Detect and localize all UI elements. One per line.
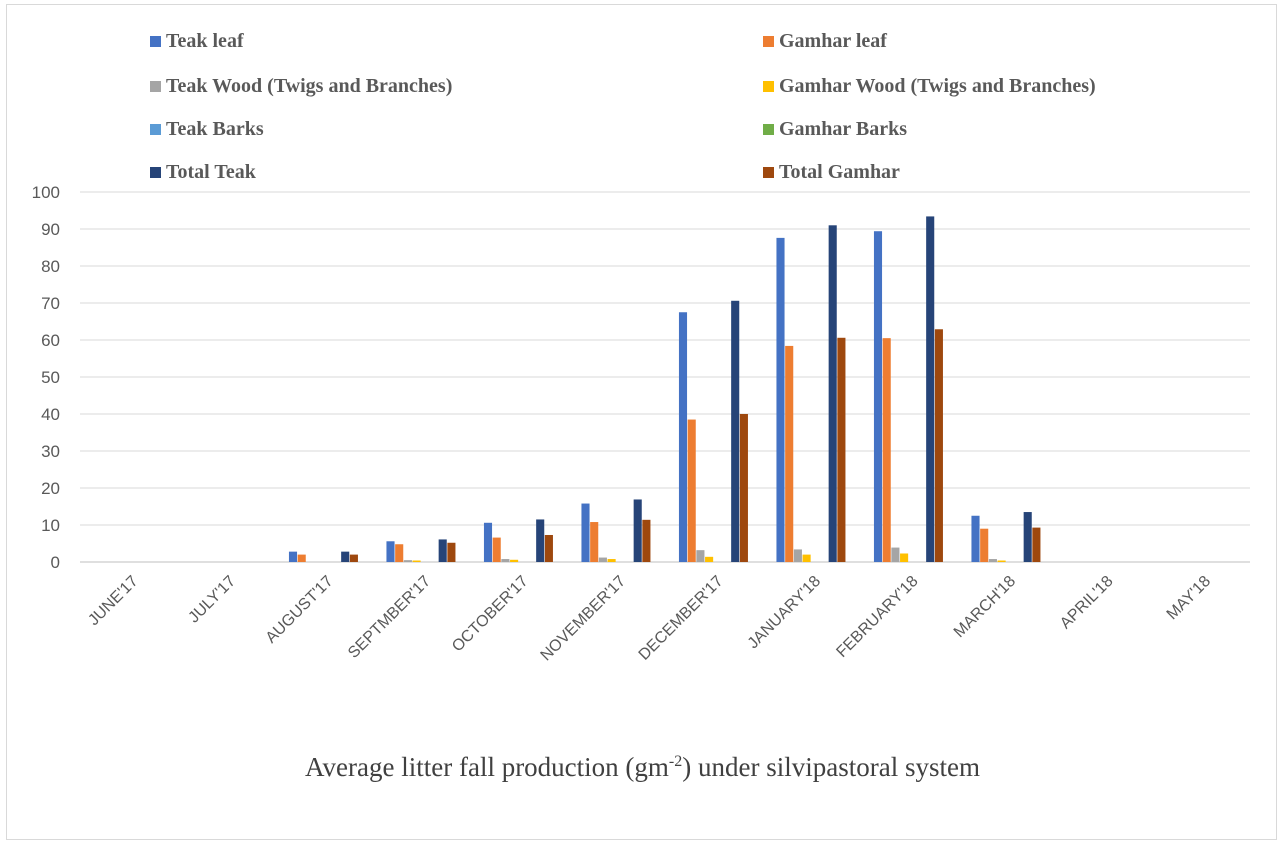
bar [544, 534, 553, 562]
x-tick-label: AUGUST'17 [263, 573, 337, 647]
bar [501, 559, 510, 562]
x-tick-label: JANUARY'18 [745, 573, 824, 652]
bar [483, 522, 493, 562]
bar [739, 414, 748, 562]
legend-swatch [150, 167, 161, 178]
bar [642, 519, 651, 562]
y-tick-label: 100 [32, 183, 60, 202]
bar [395, 544, 404, 562]
y-tick-label: 80 [41, 257, 60, 276]
bar [678, 312, 688, 562]
legend-swatch [763, 36, 774, 47]
bar [297, 554, 306, 562]
bar [731, 300, 740, 562]
bar [1032, 527, 1041, 562]
y-tick-label: 20 [41, 479, 60, 498]
x-tick-label: JUNE'17 [85, 573, 141, 629]
legend-swatch [150, 81, 161, 92]
legend-swatch [150, 36, 161, 47]
bar [1023, 512, 1032, 562]
legend-swatch [763, 167, 774, 178]
y-tick-label: 0 [51, 553, 60, 572]
legend-swatch [763, 124, 774, 135]
x-tick-label: DECEMBER'17 [636, 573, 727, 664]
y-tick-label: 90 [41, 220, 60, 239]
bar [696, 550, 705, 562]
bar [633, 499, 642, 562]
chart-frame [6, 4, 1277, 840]
caption-superscript: -2 [668, 753, 683, 770]
bar [900, 553, 909, 562]
y-tick-label: 60 [41, 331, 60, 350]
bar-chart: 0 10 20 30 40 50 60 70 80 90 100 JUNE'17 JULY'17 AUGU… [32, 30, 1250, 665]
bar [590, 522, 599, 562]
legend-label: Gamhar Wood (Twigs and Branches) [779, 75, 1096, 97]
y-tick-label: 70 [41, 294, 60, 313]
bar [793, 549, 802, 562]
bar [926, 216, 935, 563]
legend-swatch [763, 81, 774, 92]
bar [980, 528, 989, 562]
y-tick-label: 10 [41, 516, 60, 535]
x-tick-label: MARCH'18 [951, 573, 1019, 641]
bar [828, 225, 837, 563]
bar [882, 338, 891, 562]
bar [349, 554, 358, 562]
bar [607, 559, 616, 562]
bar [412, 560, 421, 562]
x-tick-label: FEBRUARY'18 [833, 573, 921, 661]
bar [438, 539, 447, 562]
bar [536, 519, 545, 562]
bar [934, 329, 943, 562]
caption-text: Average litter fall production (gm [305, 752, 669, 782]
x-tick-label: NOVEMBER'17 [538, 573, 630, 665]
legend-label: Teak Wood (Twigs and Branches) [166, 75, 452, 97]
bar [341, 551, 350, 562]
x-tick-label: SEPTMBER'17 [345, 573, 434, 662]
bar [873, 231, 883, 562]
legend-label: Total Gamhar [779, 161, 900, 183]
bar [492, 537, 501, 562]
bar [510, 559, 519, 562]
x-tick-label: MAY'18 [1164, 573, 1215, 624]
bar [581, 503, 590, 562]
bar [971, 515, 980, 562]
bar [705, 556, 714, 562]
x-tick-label: JULY'17 [185, 573, 239, 627]
x-tick-label: OCTOBER'17 [449, 573, 532, 656]
chart-caption: Average litter fall production (gm-2) un… [0, 752, 1285, 783]
bar [802, 554, 811, 562]
bar [837, 337, 846, 562]
legend-label: Gamhar leaf [779, 30, 887, 52]
bar [687, 419, 696, 562]
bar [447, 542, 456, 562]
caption-suffix: ) under silvipastoral system [682, 752, 980, 782]
bar [776, 237, 785, 562]
y-tick-label: 30 [41, 442, 60, 461]
bar [785, 345, 794, 562]
bar [891, 547, 900, 562]
legend-label: Teak Barks [166, 118, 264, 140]
x-tick-label: APRIL'18 [1057, 573, 1117, 633]
bar [997, 560, 1006, 562]
y-tick-label: 50 [41, 368, 60, 387]
legend-label: Gamhar Barks [779, 118, 907, 140]
y-tick-label: 40 [41, 405, 60, 424]
bar [288, 551, 298, 562]
bar [386, 541, 395, 562]
legend-label: Total Teak [166, 161, 257, 183]
bar [988, 559, 997, 562]
legend-label: Teak leaf [166, 30, 244, 52]
legend-swatch [150, 124, 161, 135]
bar [598, 557, 607, 562]
bar [403, 560, 412, 562]
